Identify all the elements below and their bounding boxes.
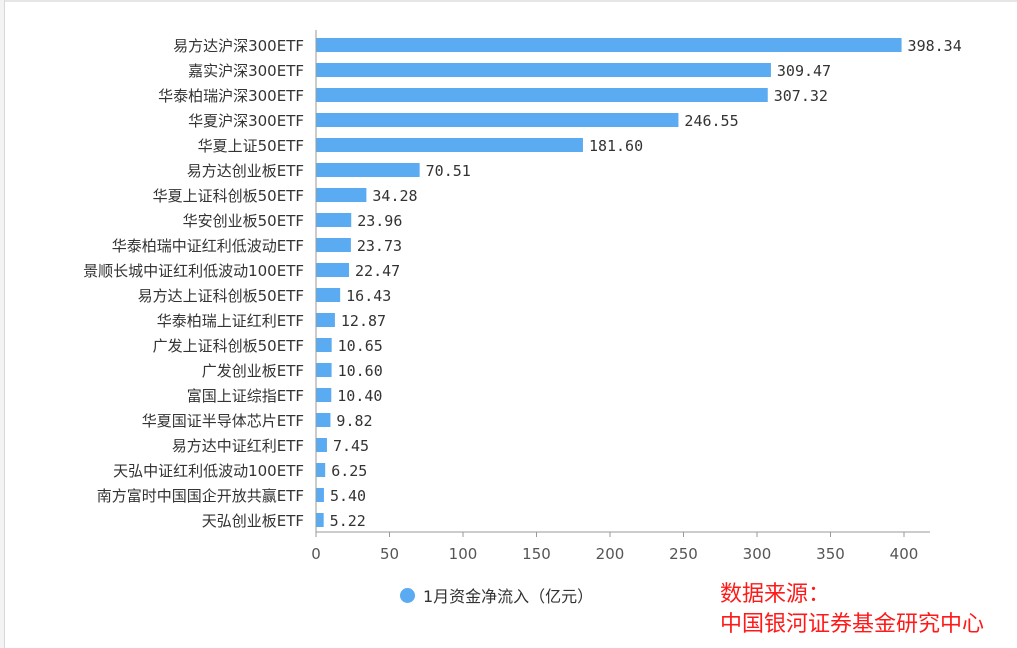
value-label: 5.22 xyxy=(330,512,366,530)
source-title: 数据来源： xyxy=(720,582,831,607)
x-tick-label: 400 xyxy=(890,545,919,563)
value-label: 181.60 xyxy=(589,137,643,155)
category-label: 广发创业板ETF xyxy=(202,362,304,380)
legend-label: 1月资金净流入（亿元） xyxy=(423,587,594,606)
bar[interactable] xyxy=(316,438,327,452)
x-tick-label: 350 xyxy=(816,545,845,563)
value-label: 246.55 xyxy=(684,112,738,130)
x-tick-label: 50 xyxy=(380,545,399,563)
category-label: 华安创业板50ETF xyxy=(183,212,304,230)
x-tick-label: 0 xyxy=(311,545,321,563)
value-label: 307.32 xyxy=(774,87,828,105)
value-label: 34.28 xyxy=(372,187,417,205)
bar[interactable] xyxy=(316,288,341,302)
value-label: 70.51 xyxy=(426,162,471,180)
x-tick-label: 250 xyxy=(669,545,698,563)
bar[interactable] xyxy=(316,513,324,527)
category-labels-group: 易方达沪深300ETF 嘉实沪深300ETF 华泰柏瑞沪深300ETF 华夏沪深300… xyxy=(83,37,304,530)
bar[interactable] xyxy=(316,38,902,52)
category-label: 华夏上证50ETF xyxy=(198,137,304,155)
bar[interactable] xyxy=(316,388,332,402)
category-label: 天弘创业板ETF xyxy=(202,512,304,530)
value-label: 10.40 xyxy=(337,387,382,405)
bar[interactable] xyxy=(316,413,331,427)
category-label: 华夏上证科创板50ETF xyxy=(153,187,304,205)
bar[interactable] xyxy=(316,63,771,77)
window-left-edge xyxy=(0,0,5,648)
x-tick-label: 100 xyxy=(449,545,478,563)
bar[interactable] xyxy=(316,238,351,252)
bar[interactable] xyxy=(316,138,583,152)
x-tick-label: 150 xyxy=(522,545,551,563)
category-label: 富国上证综指ETF xyxy=(187,387,304,405)
legend-marker-icon xyxy=(400,587,415,603)
bar[interactable] xyxy=(316,263,350,277)
value-label: 10.65 xyxy=(338,337,383,355)
value-label: 16.43 xyxy=(346,287,391,305)
axes-group: 0 50 100 150 200 250 300 350 400 xyxy=(311,30,930,563)
category-label: 易方达上证科创板50ETF xyxy=(138,287,304,305)
source-org: 中国银河证券基金研究中心 xyxy=(720,612,985,637)
value-label: 10.60 xyxy=(338,362,383,380)
value-label: 5.40 xyxy=(330,487,366,505)
category-label: 南方富时中国国企开放共赢ETF xyxy=(97,487,304,505)
x-tick-label: 200 xyxy=(596,545,625,563)
value-label: 23.96 xyxy=(357,212,402,230)
category-label: 易方达中证红利ETF xyxy=(172,437,304,455)
value-label: 12.87 xyxy=(341,312,386,330)
category-label: 华夏国证半导体芯片ETF xyxy=(142,412,304,430)
category-label: 易方达沪深300ETF xyxy=(173,37,304,55)
legend[interactable]: 1月资金净流入（亿元） xyxy=(400,583,593,607)
bar[interactable] xyxy=(316,188,367,202)
bar[interactable] xyxy=(316,113,679,127)
bar[interactable] xyxy=(316,338,332,352)
value-label: 309.47 xyxy=(777,62,831,80)
category-label: 华泰柏瑞中证红利低波动ETF xyxy=(112,237,304,255)
value-label: 22.47 xyxy=(355,262,400,280)
value-label: 6.25 xyxy=(331,462,367,480)
bars-group xyxy=(316,38,902,527)
bar[interactable] xyxy=(316,88,768,102)
category-label: 景顺长城中证红利低波动100ETF xyxy=(83,262,304,280)
bar[interactable] xyxy=(316,463,326,477)
category-label: 华泰柏瑞上证红利ETF xyxy=(157,312,304,330)
bar[interactable] xyxy=(316,213,352,227)
category-label: 易方达创业板ETF xyxy=(187,162,304,180)
value-label: 7.45 xyxy=(333,437,369,455)
value-label: 23.73 xyxy=(357,237,402,255)
x-tick-label: 300 xyxy=(743,545,772,563)
category-label: 广发上证科创板50ETF xyxy=(153,337,304,355)
value-label: 398.34 xyxy=(908,37,962,55)
bar[interactable] xyxy=(316,488,324,502)
value-label: 9.82 xyxy=(336,412,372,430)
category-label: 华泰柏瑞沪深300ETF xyxy=(158,87,304,105)
category-label: 嘉实沪深300ETF xyxy=(188,62,304,80)
bar[interactable] xyxy=(316,363,332,377)
window-top-edge xyxy=(0,0,1017,2)
category-label: 华夏沪深300ETF xyxy=(188,112,304,130)
bar[interactable] xyxy=(316,163,420,177)
bar[interactable] xyxy=(316,313,335,327)
category-label: 天弘中证红利低波动100ETF xyxy=(113,462,304,480)
value-labels-group: 398.34 309.47 307.32 246.55 181.60 70.51 34.28… xyxy=(330,37,962,530)
source-note: 数据来源： 中国银河证券基金研究中心 xyxy=(720,580,984,640)
